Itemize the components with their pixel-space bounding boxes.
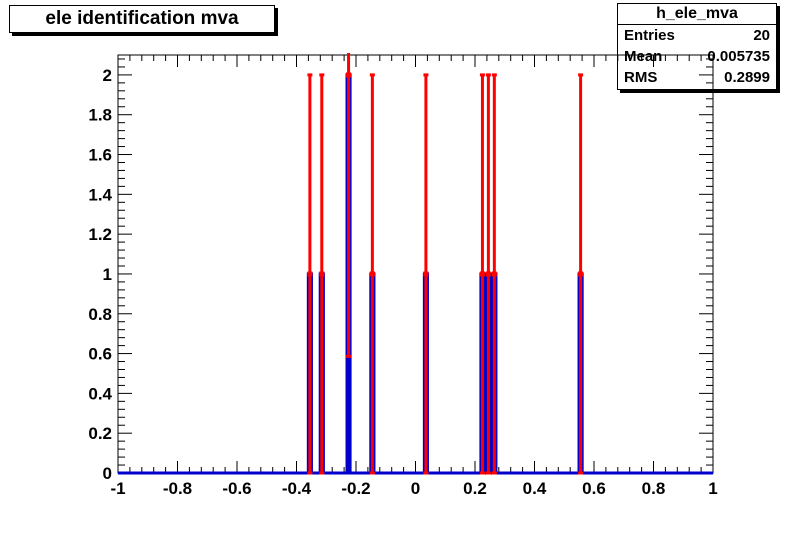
y-tick-label: 1 (103, 265, 112, 284)
y-tick-label: 1.6 (88, 146, 112, 165)
y-tick-label: 0.4 (88, 384, 112, 403)
data-marker (485, 271, 491, 277)
data-marker (319, 271, 325, 277)
y-tick-label: 2 (103, 66, 112, 85)
error-cap-bottom (491, 471, 497, 475)
plot-title: ele identification mva (9, 5, 275, 33)
x-tick-label: 0.8 (642, 479, 666, 498)
data-marker (369, 271, 375, 277)
x-tick-label: 0.2 (463, 479, 487, 498)
y-tick-label: 0.6 (88, 345, 112, 364)
y-tick-label: 1.8 (88, 106, 112, 125)
error-cap-top (491, 73, 497, 77)
stats-value: 20 (753, 27, 770, 44)
x-tick-label: -1 (110, 479, 125, 498)
y-tick-label: 0.2 (88, 424, 112, 443)
data-marker (491, 271, 497, 277)
stats-label: Entries (624, 27, 675, 44)
error-cap-top (369, 73, 375, 77)
y-tick-label: 0 (103, 464, 112, 483)
error-cap-bottom (369, 471, 375, 475)
data-marker (479, 271, 485, 277)
x-tick-label: -0.6 (222, 479, 251, 498)
error-cap-top (485, 73, 491, 77)
error-cap-bottom (479, 471, 485, 475)
stats-histogram-name: h_ele_mva (618, 4, 776, 25)
stats-row-mean: Mean 0.005735 (618, 46, 776, 67)
error-cap-bottom (578, 471, 584, 475)
y-tick-label: 1.2 (88, 225, 112, 244)
error-cap-top (479, 73, 485, 77)
x-tick-label: -0.2 (341, 479, 370, 498)
error-cap-top (423, 73, 429, 77)
error-cap-bottom (307, 471, 313, 475)
error-cap-bottom (346, 354, 352, 358)
data-marker (346, 72, 352, 78)
error-cap-bottom (319, 471, 325, 475)
error-cap-top (307, 73, 313, 77)
x-tick-label: 0.6 (582, 479, 606, 498)
stats-label: RMS (624, 69, 658, 86)
histogram-outline (118, 73, 713, 475)
stats-value: 0.2899 (724, 69, 770, 86)
x-tick-label: -0.8 (163, 479, 192, 498)
stats-value: 0.005735 (707, 48, 770, 65)
data-marker (307, 271, 313, 277)
error-cap-bottom (423, 471, 429, 475)
error-cap-top (319, 73, 325, 77)
x-tick-label: 1 (708, 479, 717, 498)
stats-box: h_ele_mva Entries 20 Mean 0.005735 RMS 0… (617, 3, 777, 90)
plot-frame (117, 54, 714, 474)
stats-row-entries: Entries 20 (618, 25, 776, 46)
y-tick-label: 1.4 (88, 185, 112, 204)
data-marker (578, 271, 584, 277)
stats-row-rms: RMS 0.2899 (618, 67, 776, 88)
y-tick-label: 0.8 (88, 305, 112, 324)
x-tick-label: -0.4 (282, 479, 312, 498)
x-tick-label: 0 (411, 479, 420, 498)
data-marker (423, 271, 429, 277)
error-cap-top (578, 73, 584, 77)
error-cap-bottom (485, 471, 491, 475)
x-tick-label: 0.4 (523, 479, 547, 498)
stats-label: Mean (624, 48, 663, 65)
